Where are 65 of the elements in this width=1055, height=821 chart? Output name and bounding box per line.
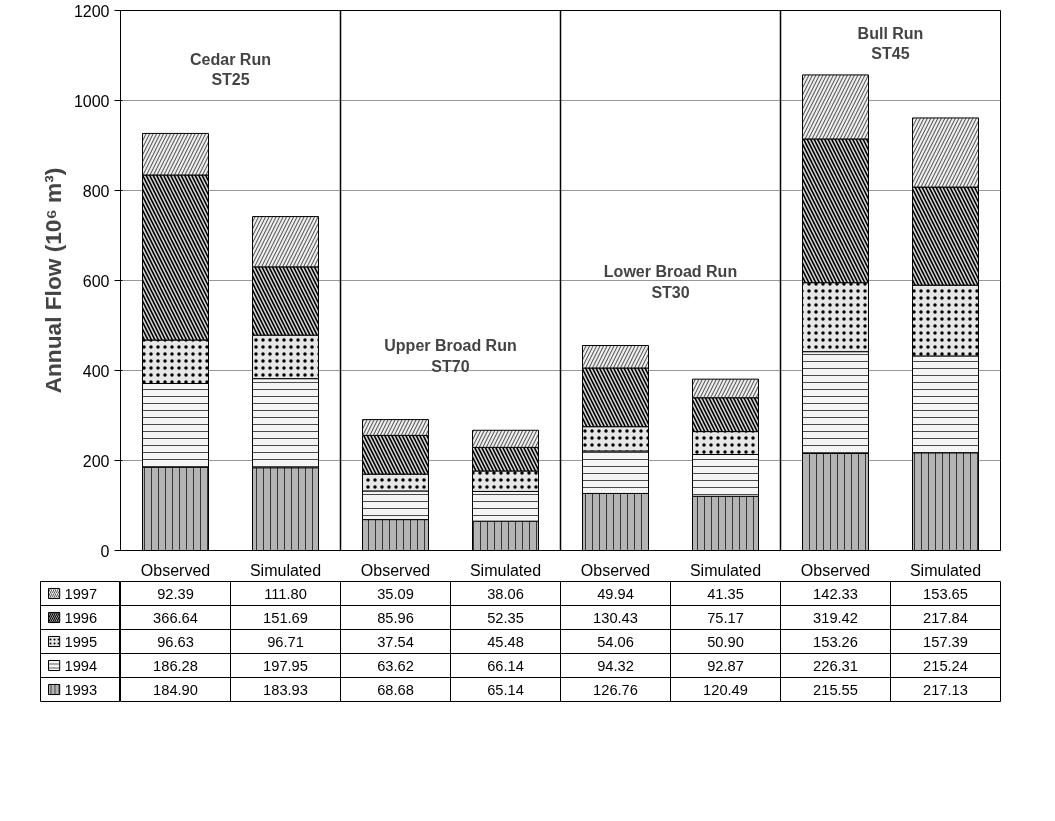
data-label: 92.87 <box>707 657 744 674</box>
x-tick-label: Observed <box>140 561 211 579</box>
y-axis-title: Annual Flow (10⁶ m³) <box>39 167 66 394</box>
data-label: 186.28 <box>153 657 198 674</box>
data-label: 92.39 <box>157 585 194 602</box>
data-label: 35.09 <box>377 585 414 602</box>
data-label: 197.95 <box>263 657 308 674</box>
legend-label: 1996 <box>64 609 98 626</box>
data-label: 319.42 <box>813 609 858 626</box>
data-label: 142.33 <box>813 585 858 602</box>
data-label: 75.17 <box>707 609 744 626</box>
data-label: 130.43 <box>593 609 638 626</box>
data-label: 66.14 <box>487 657 524 674</box>
y-tick-label: 200 <box>82 452 110 470</box>
data-label: 38.06 <box>487 585 524 602</box>
data-label: 366.64 <box>153 609 198 626</box>
data-label: 151.69 <box>263 609 308 626</box>
data-label: 96.63 <box>157 633 194 650</box>
data-label: 94.32 <box>597 657 634 674</box>
data-label: 215.55 <box>813 681 858 698</box>
y-tick-label: 1200 <box>73 2 110 20</box>
legend-label: 1994 <box>64 657 98 674</box>
annotation: Upper Broad Run ST70 <box>384 337 517 375</box>
data-label: 41.35 <box>707 585 744 602</box>
data-label: 157.39 <box>923 633 968 650</box>
annotation: Bull Run ST45 <box>857 24 924 63</box>
legend-label: 1997 <box>64 585 98 602</box>
data-label: 126.76 <box>593 681 638 698</box>
data-label: 63.62 <box>377 657 414 674</box>
data-label: 217.13 <box>923 681 968 698</box>
data-label: 45.48 <box>487 633 524 650</box>
data-label: 215.24 <box>923 657 968 674</box>
data-label: 217.84 <box>923 609 968 626</box>
data-label: 68.68 <box>377 681 414 698</box>
data-label: 226.31 <box>813 657 858 674</box>
data-label: 153.26 <box>813 633 858 650</box>
annotation: Lower Broad Run ST30 <box>603 263 738 301</box>
x-tick-label: Simulated <box>469 561 542 579</box>
x-tick-label: Observed <box>580 561 651 579</box>
data-label: 96.71 <box>267 633 304 650</box>
legend-label: 1993 <box>64 681 98 698</box>
data-label: 120.49 <box>703 681 748 698</box>
data-label: 65.14 <box>487 681 524 698</box>
data-label: 111.80 <box>264 585 307 602</box>
annotation: Cedar Run ST25 <box>190 51 271 89</box>
data-label: 50.90 <box>707 633 744 650</box>
data-label: 54.06 <box>597 633 634 650</box>
y-tick-label: 400 <box>82 362 110 380</box>
legend-label: 1995 <box>64 633 98 650</box>
data-label: 153.65 <box>923 585 968 602</box>
data-label: 184.90 <box>153 681 198 698</box>
x-tick-label: Observed <box>360 561 431 579</box>
y-tick-label: 1000 <box>73 92 110 110</box>
x-tick-label: Observed <box>800 561 871 579</box>
x-tick-label: Simulated <box>689 561 762 579</box>
data-label: 85.96 <box>377 609 414 626</box>
data-label: 49.94 <box>597 585 634 602</box>
data-label: 183.93 <box>263 681 308 698</box>
x-tick-label: Simulated <box>249 561 322 579</box>
y-tick-label: 600 <box>82 272 110 290</box>
x-tick-label: Simulated <box>909 561 982 579</box>
y-tick-label: 800 <box>82 182 110 200</box>
data-label: 52.35 <box>487 609 524 626</box>
data-label: 37.54 <box>377 633 414 650</box>
y-tick-label: 0 <box>100 542 110 560</box>
